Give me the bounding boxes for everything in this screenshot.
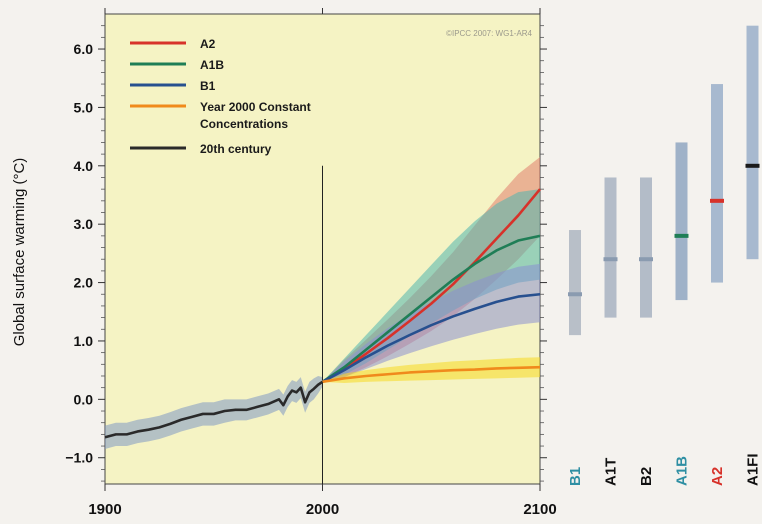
range-bar-b2 [640, 177, 652, 318]
y-tick-label: 3.0 [74, 216, 94, 232]
y-axis-label: Global surface warming (°C) [11, 158, 28, 347]
x-axis: 1900 2000 2100 [88, 8, 557, 518]
scenario-label-a2: A2 [709, 467, 726, 486]
x-tick-label: 2000 [306, 501, 339, 518]
range-bar-a1b [675, 142, 688, 301]
plot-area: ©IPCC 2007: WG1-AR4 [104, 13, 542, 485]
best-estimate-mark-b1 [568, 292, 582, 297]
best-estimate-mark-a1t [603, 257, 618, 262]
best-estimate-mark-a1fi [745, 163, 760, 168]
best-estimate-mark-a2 [710, 198, 724, 203]
legend-label-a1b: A1B [200, 58, 224, 72]
watermark-text: ©IPCC 2007: WG1-AR4 [446, 29, 532, 38]
scenario-label-b1: B1 [567, 467, 584, 486]
range-bar-a1fi [746, 25, 759, 260]
series-line-b1 [321, 292, 541, 383]
x-tick-label: 2100 [523, 501, 556, 518]
best-estimate-mark-b2 [639, 257, 653, 262]
y-tick-label: 1.0 [74, 333, 94, 349]
scenario-range-bars: B1 A1T B2 A1B A2 A1FI [567, 25, 762, 486]
range-bar-a2 [711, 84, 723, 283]
scenario-label-a1fi: A1FI [745, 453, 762, 486]
range-bar-b1 [569, 230, 581, 336]
legend-label-a2: A2 [200, 37, 216, 51]
y-tick-label: −1.0 [65, 450, 93, 466]
y-tick-label: 0.0 [74, 391, 94, 407]
legend-label-year-2000-constant-concentrations-line2: Concentrations [200, 117, 288, 131]
scenario-label-b2: B2 [638, 467, 655, 486]
band-a1b [322, 189, 540, 382]
scenario-label-a1t: A1T [603, 458, 620, 486]
y-tick-label: 6.0 [74, 41, 94, 57]
series-lines [104, 188, 542, 439]
legend-label-year-2000-constant-concentrations: Year 2000 Constant [200, 100, 311, 114]
y-tick-label: 4.0 [74, 158, 94, 174]
band-20th-century [105, 375, 323, 449]
y-tick-label: 5.0 [74, 99, 94, 115]
best-estimate-mark-a1b [674, 233, 689, 238]
y-tick-label: 2.0 [74, 275, 94, 291]
legend-label-b1: B1 [200, 79, 216, 93]
series-line-year-2000-constant-concentrations [322, 365, 541, 384]
y-axis: 6.0 5.0 4.0 3.0 2.0 1.0 0.0 −1.0 [65, 25, 547, 482]
series-line-a1b [321, 234, 541, 383]
legend-label-20th-century: 20th century [200, 142, 272, 156]
legend: A2 A1B B1 Year 2000 Constant Concentrations 2… [130, 37, 311, 156]
series-line-a2 [321, 188, 542, 383]
x-tick-label: 1900 [88, 501, 121, 518]
scenario-label-a1b: A1B [674, 456, 691, 486]
range-bar-a1t [604, 177, 617, 318]
series-line-20th-century [104, 380, 324, 439]
